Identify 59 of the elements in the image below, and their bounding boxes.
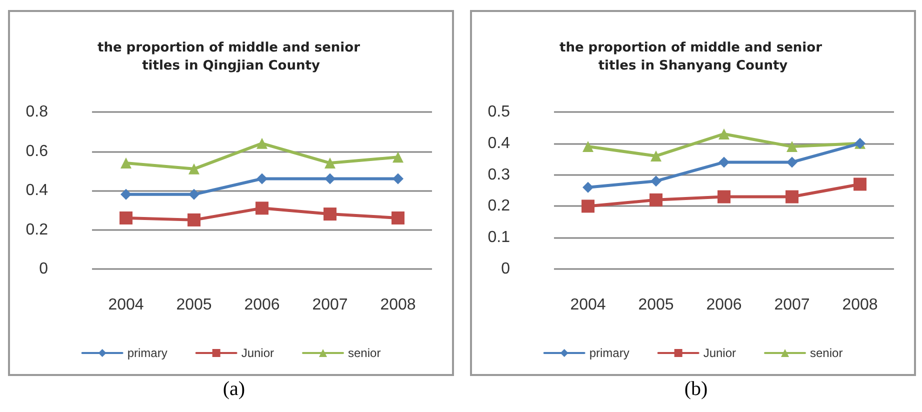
x-tick-label: 2006 <box>706 296 742 314</box>
point <box>392 152 404 163</box>
point <box>650 193 662 206</box>
point <box>718 190 730 204</box>
legend-label: primary <box>127 346 168 360</box>
point <box>718 156 730 168</box>
x-tick-label: 2004 <box>570 296 606 314</box>
y-tick-label: 0.8 <box>26 104 48 120</box>
point <box>324 173 336 184</box>
y-tick-label: 0.2 <box>488 198 510 215</box>
point <box>582 200 594 213</box>
y-tick-label: 0 <box>39 260 48 278</box>
point <box>392 211 404 224</box>
y-tick-label: 0.6 <box>26 142 48 160</box>
point <box>256 173 268 184</box>
y-tick-label: 0.2 <box>26 221 48 238</box>
x-tick-label: 2006 <box>244 296 280 314</box>
point <box>650 176 662 187</box>
text: (b) <box>683 378 709 401</box>
x-tick-label: 2008 <box>842 296 878 314</box>
point <box>786 190 798 204</box>
x-tick-label: 2005 <box>176 296 212 314</box>
point <box>582 141 594 152</box>
y-tick-label: 0.3 <box>488 166 510 184</box>
chart-title: the proportion of middle and senior titles in Qingjian County <box>97 40 365 74</box>
y-tick-label: 0.5 <box>488 104 510 120</box>
point <box>392 173 404 184</box>
x-tick-label: 2005 <box>638 296 674 314</box>
point <box>188 163 200 174</box>
point <box>188 188 200 200</box>
point <box>324 158 336 169</box>
point <box>120 211 132 224</box>
x-tick-label: 2004 <box>108 296 144 314</box>
text: (a) <box>222 378 246 401</box>
point <box>718 128 730 140</box>
x-tick-label: 2008 <box>380 296 416 314</box>
point <box>786 141 798 152</box>
point <box>582 182 594 193</box>
point <box>854 178 866 191</box>
point <box>324 208 336 221</box>
x-tick-label: 2007 <box>774 296 810 314</box>
y-tick-label: 0 <box>501 260 510 278</box>
point <box>188 213 200 226</box>
point <box>256 202 268 215</box>
legend-label: Junior <box>703 346 736 360</box>
legend-label: senior <box>348 346 381 360</box>
legend-label: Junior <box>241 346 274 360</box>
point <box>786 156 798 168</box>
x-tick-label: 2007 <box>312 296 348 314</box>
y-tick-label: 0.4 <box>488 134 510 152</box>
legend-label: senior <box>810 346 843 360</box>
point <box>120 188 132 200</box>
y-tick-label: 0.1 <box>488 229 510 246</box>
point <box>256 138 268 149</box>
point <box>650 150 662 162</box>
y-tick-label: 0.4 <box>26 182 48 199</box>
point <box>120 158 132 169</box>
chart-title: the proportion of middle and senior titles in Shanyang County <box>559 40 827 74</box>
legend-label: primary <box>589 346 630 360</box>
